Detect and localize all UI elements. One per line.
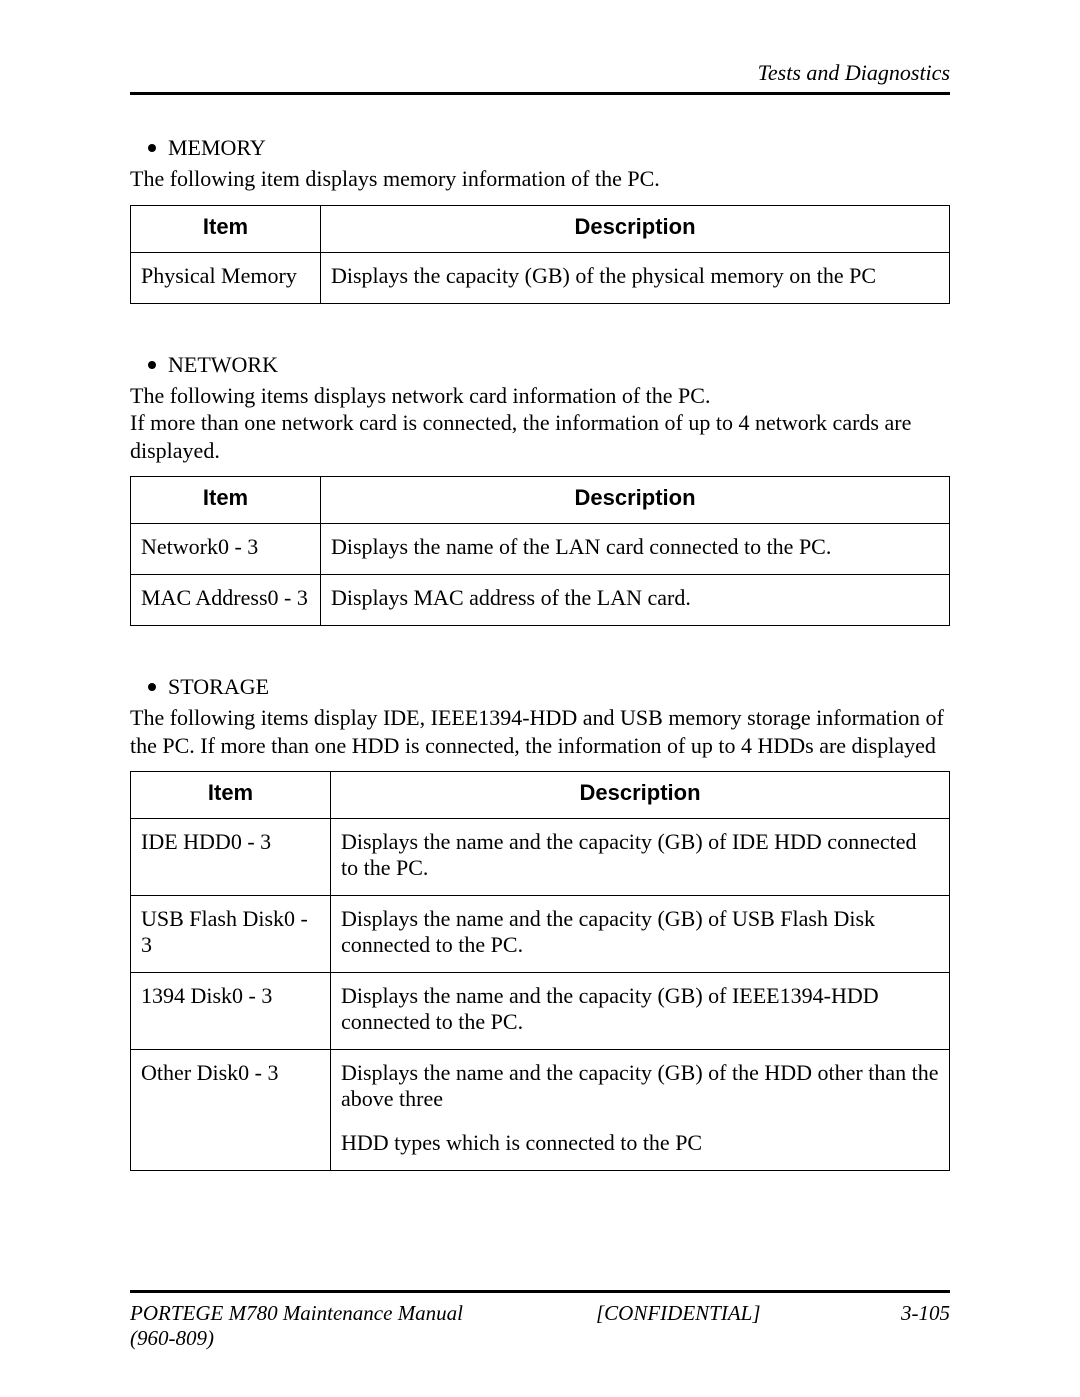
cell-description: Displays the name and the capacity (GB) … — [331, 819, 950, 896]
table-row: IDE HDD0 - 3 Displays the name and the c… — [131, 819, 950, 896]
cell-item: MAC Address0 - 3 — [131, 575, 321, 626]
table-row: USB Flash Disk0 - 3 Displays the name an… — [131, 896, 950, 973]
cell-item: 1394 Disk0 - 3 — [131, 973, 331, 1050]
table-row: MAC Address0 - 3 Displays MAC address of… — [131, 575, 950, 626]
bullet-icon — [148, 361, 156, 369]
cell-item: USB Flash Disk0 - 3 — [131, 896, 331, 973]
cell-description: Displays the name of the LAN card connec… — [321, 524, 950, 575]
section-intro: The following items display IDE, IEEE139… — [130, 704, 950, 759]
table-row: Network0 - 3 Displays the name of the LA… — [131, 524, 950, 575]
section-storage: STORAGE The following items display IDE,… — [130, 674, 950, 1171]
table-header-row: Item Description — [131, 205, 950, 252]
col-header-item: Item — [131, 205, 321, 252]
heading-text: STORAGE — [168, 674, 269, 700]
table-row: Other Disk0 - 3 Displays the name and th… — [131, 1050, 950, 1171]
cell-item: Physical Memory — [131, 252, 321, 303]
section-intro: The following items displays network car… — [130, 382, 950, 465]
col-header-item: Item — [131, 477, 321, 524]
desc-part: HDD types which is connected to the PC — [341, 1130, 939, 1156]
col-header-description: Description — [321, 205, 950, 252]
cell-description: Displays the name and the capacity (GB) … — [331, 973, 950, 1050]
page-header: Tests and Diagnostics — [130, 60, 950, 95]
cell-item: IDE HDD0 - 3 — [131, 819, 331, 896]
page-footer: PORTEGE M780 Maintenance Manual (960-809… — [130, 1290, 950, 1351]
col-header-description: Description — [321, 477, 950, 524]
section-intro: The following item displays memory infor… — [130, 165, 950, 193]
table-row: Physical Memory Displays the capacity (G… — [131, 252, 950, 303]
storage-table: Item Description IDE HDD0 - 3 Displays t… — [130, 771, 950, 1171]
table-header-row: Item Description — [131, 772, 950, 819]
memory-table: Item Description Physical Memory Display… — [130, 205, 950, 304]
cell-description: Displays the name and the capacity (GB) … — [331, 1050, 950, 1171]
bullet-icon — [148, 144, 156, 152]
table-row: 1394 Disk0 - 3 Displays the name and the… — [131, 973, 950, 1050]
cell-item: Network0 - 3 — [131, 524, 321, 575]
desc-part: Displays the name and the capacity (GB) … — [341, 1060, 939, 1112]
section-network: NETWORK The following items displays net… — [130, 352, 950, 627]
footer-center: [CONFIDENTIAL] — [496, 1301, 862, 1351]
header-right-text: Tests and Diagnostics — [758, 60, 950, 85]
cell-description: Displays MAC address of the LAN card. — [321, 575, 950, 626]
col-header-item: Item — [131, 772, 331, 819]
footer-right: 3-105 — [861, 1301, 950, 1351]
table-header-row: Item Description — [131, 477, 950, 524]
section-memory: MEMORY The following item displays memor… — [130, 135, 950, 304]
col-header-description: Description — [331, 772, 950, 819]
bullet-icon — [148, 683, 156, 691]
footer-left: PORTEGE M780 Maintenance Manual (960-809… — [130, 1301, 496, 1351]
section-heading: NETWORK — [130, 352, 950, 378]
heading-text: NETWORK — [168, 352, 278, 378]
cell-description: Displays the name and the capacity (GB) … — [331, 896, 950, 973]
cell-item: Other Disk0 - 3 — [131, 1050, 331, 1171]
section-heading: MEMORY — [130, 135, 950, 161]
section-heading: STORAGE — [130, 674, 950, 700]
network-table: Item Description Network0 - 3 Displays t… — [130, 476, 950, 626]
page-content: MEMORY The following item displays memor… — [130, 95, 950, 1171]
heading-text: MEMORY — [168, 135, 266, 161]
cell-description: Displays the capacity (GB) of the physic… — [321, 252, 950, 303]
